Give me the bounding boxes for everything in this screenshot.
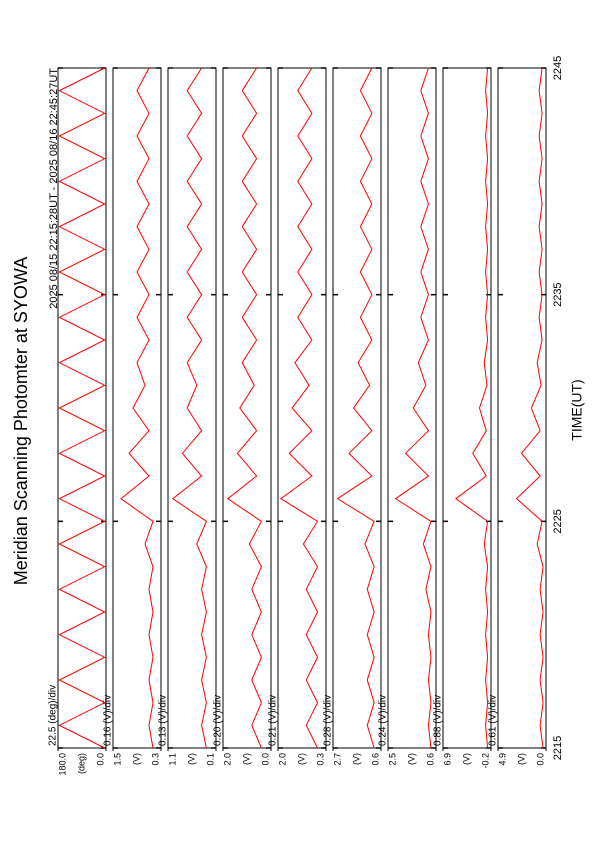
trace (336, 67, 375, 749)
trace (58, 67, 106, 749)
time-range: 2025 08/15 22:15:28UT - 2025 08/16 22:45… (48, 68, 60, 309)
y-tick-label: 180.0 (57, 753, 67, 776)
panel-frame (57, 67, 107, 749)
chart-title: Meridian Scanning Photomter at SYOWA (11, 257, 31, 585)
trace (226, 67, 263, 749)
div-label: 0.16 (V)/div (103, 695, 114, 746)
y-tick-label: -0.2 (480, 753, 490, 769)
y-tick-label: 2.7 (332, 753, 342, 766)
y-tick-label: 2.0 (277, 753, 287, 766)
y-unit: (V) (516, 753, 526, 765)
panel-frame (167, 67, 217, 749)
y-unit: (V) (241, 753, 251, 765)
y-tick-label: 0.0 (95, 753, 105, 766)
x-tick-label: 2245 (552, 56, 564, 80)
panel-frame (112, 67, 162, 749)
div-label: 0.13 (V)/div (158, 695, 169, 746)
y-tick-label: 4.9 (497, 753, 507, 766)
trace (394, 67, 432, 749)
div-label: 22.5 (deg)/div (48, 685, 59, 746)
div-label: 0.24 (V)/div (378, 695, 389, 746)
panel-frame (497, 67, 547, 749)
x-axis-label: TIME(UT) (569, 379, 585, 440)
y-tick-label: 0.3 (150, 753, 160, 766)
y-tick-label: 1.5 (112, 753, 122, 766)
panel-frame (387, 67, 437, 749)
div-label: 0.21 (V)/div (268, 695, 279, 746)
panel-frame (332, 67, 382, 749)
div-label: 0.28 (V)/div (323, 695, 334, 746)
y-tick-label: 0.6 (425, 753, 435, 766)
trace (120, 67, 154, 749)
y-tick-label: 0.6 (370, 753, 380, 766)
panel-frame (442, 67, 492, 749)
y-unit: (V) (186, 753, 196, 765)
y-unit: (V) (296, 753, 306, 765)
trace (515, 67, 544, 749)
div-label: 0.88 (V)/div (433, 695, 444, 746)
y-tick-label: 1.1 (167, 753, 177, 766)
div-label: 0.20 (V)/div (213, 695, 224, 746)
x-tick-label: 2215 (552, 736, 564, 760)
trace (455, 67, 489, 749)
panel-frame (277, 67, 327, 749)
y-tick-label: 0.0 (535, 753, 545, 766)
y-unit: (deg) (76, 753, 86, 774)
y-unit: (V) (406, 753, 416, 765)
y-unit: (V) (131, 753, 141, 765)
trace (279, 67, 319, 749)
y-unit: (V) (461, 753, 471, 765)
div-label: 0.61 (V)/div (488, 695, 499, 746)
y-tick-label: 6.9 (442, 753, 452, 766)
trace (171, 67, 208, 749)
y-tick-label: 2.5 (387, 753, 397, 766)
panel-frame (222, 67, 272, 749)
y-tick-label: 2.0 (222, 753, 232, 766)
y-tick-label: 0.0 (260, 753, 270, 766)
x-tick-label: 2235 (552, 282, 564, 306)
y-tick-label: 0.1 (205, 753, 215, 766)
y-tick-label: 0.3 (315, 753, 325, 766)
y-unit: (V) (351, 753, 361, 765)
x-tick-label: 2225 (552, 509, 564, 533)
